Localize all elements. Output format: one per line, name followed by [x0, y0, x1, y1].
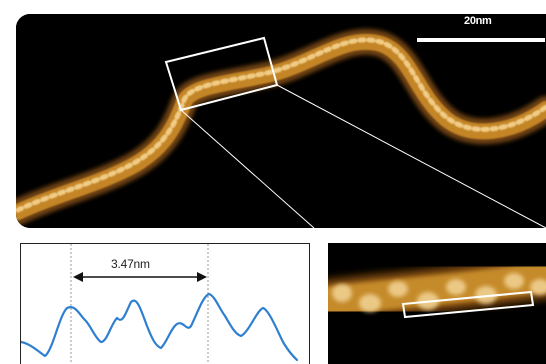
distance-arrow-head-right: [197, 272, 207, 282]
scale-bar-label: 20nm: [464, 15, 492, 27]
afm-zoom-image: [328, 243, 546, 364]
profile-line-box: [401, 290, 535, 319]
fiber-highlight: [16, 37, 546, 213]
zoom-guide-right: [276, 84, 546, 228]
height-profile-svg: [21, 244, 299, 364]
afm-zoom-svg: [328, 243, 546, 364]
zoom-guide-left: [180, 109, 315, 228]
scale-bar: [417, 38, 545, 42]
profile-distance-label: 3.47nm: [111, 257, 150, 271]
afm-overview-image: [16, 14, 546, 228]
afm-overview-svg: [16, 14, 546, 228]
height-profile-panel: [20, 243, 310, 364]
zoom-fiber-lobes: [332, 273, 546, 312]
distance-arrow-head-left: [73, 272, 83, 282]
height-profile-curve: [21, 292, 299, 362]
